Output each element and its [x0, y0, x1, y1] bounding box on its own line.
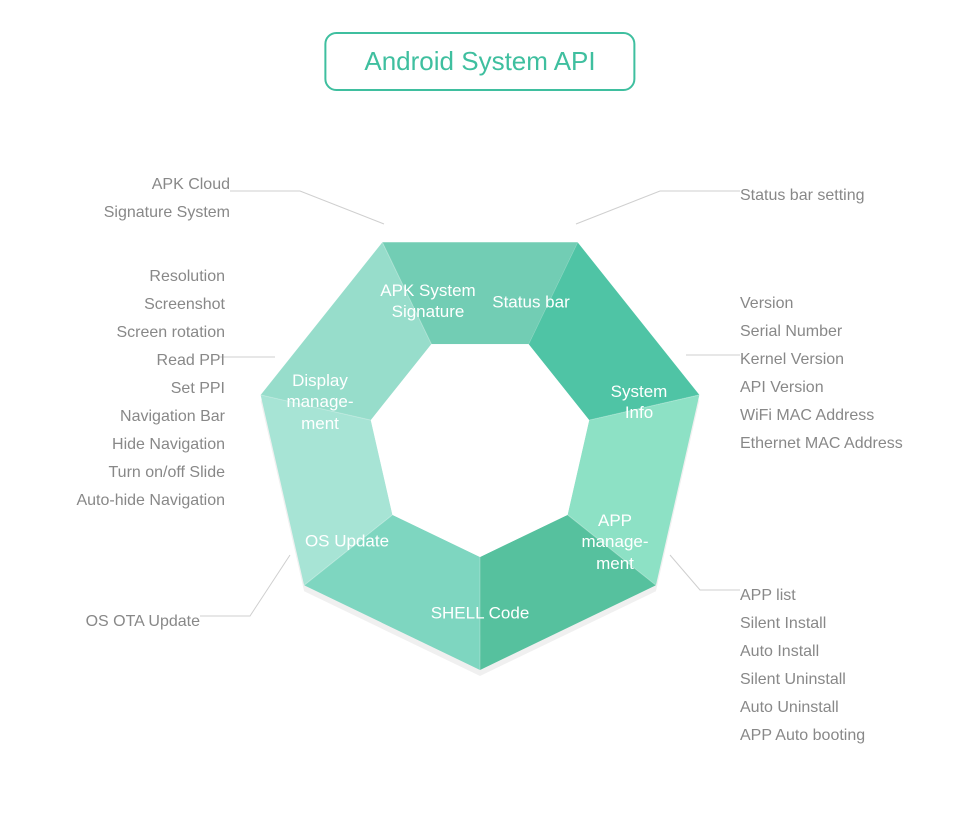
detail-group-1: VersionSerial NumberKernel VersionAPI Ve… [740, 290, 903, 458]
detail-item: Silent Uninstall [740, 666, 865, 694]
detail-item: API Version [740, 374, 903, 402]
leader-3 [200, 555, 290, 616]
detail-item: Auto Install [740, 638, 865, 666]
detail-item: WiFi MAC Address [740, 402, 903, 430]
detail-group-0: Status bar setting [740, 182, 865, 210]
detail-item: Auto-hide Navigation [30, 487, 225, 515]
detail-group-3: OS OTA Update [30, 608, 200, 636]
detail-item: Set PPI [30, 375, 225, 403]
leader-2 [670, 555, 740, 590]
detail-item: Screenshot [30, 291, 225, 319]
detail-item: Serial Number [740, 318, 903, 346]
detail-item: Signature System [70, 199, 230, 227]
detail-item: OS OTA Update [30, 608, 200, 636]
detail-group-4: ResolutionScreenshotScreen rotationRead … [30, 263, 225, 515]
detail-group-2: APP listSilent InstallAuto InstallSilent… [740, 582, 865, 750]
detail-item: APP list [740, 582, 865, 610]
detail-item: Version [740, 290, 903, 318]
detail-item: Resolution [30, 263, 225, 291]
detail-item: Auto Uninstall [740, 694, 865, 722]
detail-item: Silent Install [740, 610, 865, 638]
leader-5 [230, 191, 384, 224]
detail-item: Hide Navigation [30, 431, 225, 459]
detail-item: Kernel Version [740, 346, 903, 374]
detail-item: Read PPI [30, 347, 225, 375]
detail-item: APP Auto booting [740, 722, 865, 750]
detail-item: Turn on/off Slide [30, 459, 225, 487]
detail-item: Navigation Bar [30, 403, 225, 431]
detail-item: APK Cloud [70, 171, 230, 199]
detail-group-5: APK CloudSignature System [70, 171, 230, 227]
detail-item: Screen rotation [30, 319, 225, 347]
detail-item: Status bar setting [740, 182, 865, 210]
leader-0 [576, 191, 740, 224]
detail-item: Ethernet MAC Address [740, 430, 903, 458]
